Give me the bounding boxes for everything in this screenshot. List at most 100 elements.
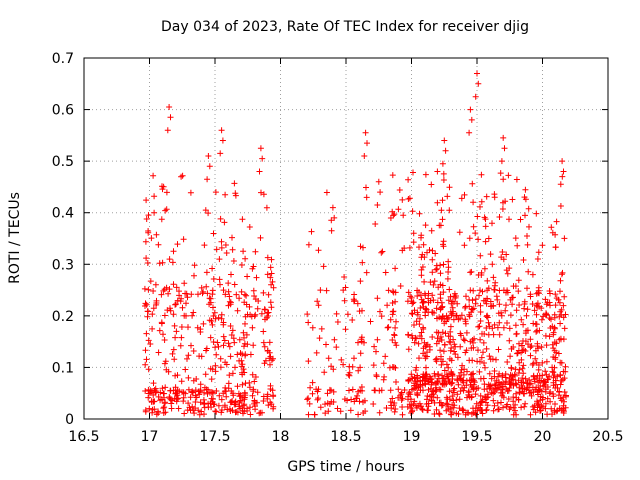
data-point bbox=[398, 391, 405, 398]
data-point bbox=[260, 289, 267, 296]
data-point bbox=[522, 400, 529, 407]
data-point bbox=[522, 338, 529, 345]
x-tick-label: 18.5 bbox=[330, 429, 361, 445]
data-point bbox=[410, 230, 417, 237]
data-point bbox=[451, 293, 458, 300]
data-point bbox=[399, 411, 406, 418]
data-point bbox=[253, 274, 260, 281]
data-point bbox=[388, 405, 395, 412]
data-point bbox=[422, 375, 429, 382]
data-point bbox=[480, 375, 487, 382]
data-point bbox=[162, 384, 169, 391]
data-point bbox=[262, 357, 269, 364]
data-point bbox=[344, 311, 351, 318]
data-point bbox=[414, 374, 421, 381]
data-point bbox=[142, 303, 148, 309]
data-point bbox=[439, 216, 446, 223]
data-point bbox=[334, 319, 341, 325]
data-point bbox=[534, 256, 541, 262]
data-point bbox=[217, 281, 223, 288]
data-point bbox=[428, 227, 435, 234]
data-point bbox=[466, 357, 473, 364]
data-point bbox=[550, 329, 557, 336]
data-point bbox=[475, 323, 482, 330]
data-point bbox=[170, 346, 177, 353]
data-point bbox=[252, 374, 259, 380]
data-point bbox=[449, 379, 456, 386]
data-point bbox=[440, 170, 447, 177]
data-point bbox=[514, 350, 521, 356]
data-point bbox=[439, 329, 446, 336]
data-point bbox=[210, 276, 217, 282]
data-point bbox=[247, 351, 254, 358]
data-point bbox=[533, 384, 540, 391]
data-point bbox=[548, 405, 555, 412]
data-point bbox=[533, 321, 540, 328]
data-point bbox=[147, 278, 154, 285]
data-point bbox=[165, 368, 172, 375]
data-point bbox=[404, 403, 411, 410]
data-point bbox=[499, 389, 506, 396]
data-point bbox=[255, 298, 262, 304]
data-point bbox=[518, 316, 525, 323]
data-point bbox=[378, 249, 385, 256]
data-point bbox=[203, 283, 210, 290]
data-point bbox=[489, 220, 495, 227]
data-point bbox=[384, 324, 391, 331]
data-point bbox=[357, 278, 364, 285]
data-point bbox=[161, 390, 168, 397]
data-point bbox=[147, 387, 154, 394]
data-point bbox=[503, 289, 509, 296]
data-point bbox=[142, 238, 149, 245]
y-tick-label: 0.2 bbox=[52, 309, 74, 325]
data-point bbox=[220, 390, 227, 397]
data-point bbox=[399, 395, 406, 402]
data-point bbox=[373, 348, 379, 355]
data-point bbox=[197, 399, 204, 406]
data-point bbox=[473, 400, 480, 407]
data-point bbox=[363, 269, 370, 276]
data-point bbox=[263, 204, 270, 211]
data-point bbox=[494, 400, 501, 406]
data-point bbox=[529, 301, 536, 307]
data-point bbox=[558, 306, 565, 313]
data-point bbox=[482, 223, 489, 230]
data-point bbox=[422, 312, 429, 319]
data-point bbox=[387, 399, 394, 405]
data-point bbox=[539, 359, 546, 366]
data-point bbox=[227, 323, 234, 329]
data-point bbox=[499, 206, 506, 212]
data-point bbox=[425, 299, 432, 306]
data-point bbox=[512, 366, 519, 373]
data-point bbox=[490, 386, 497, 393]
data-point bbox=[552, 291, 559, 298]
data-point bbox=[512, 401, 519, 408]
data-point bbox=[354, 392, 361, 399]
data-point bbox=[163, 189, 170, 196]
data-point bbox=[210, 230, 217, 237]
data-point bbox=[451, 348, 458, 355]
data-point bbox=[489, 356, 496, 363]
x-tick-label: 17 bbox=[141, 429, 159, 445]
data-point bbox=[224, 406, 231, 413]
data-point bbox=[220, 333, 227, 340]
data-point bbox=[413, 318, 420, 325]
data-point bbox=[178, 173, 185, 180]
data-point bbox=[145, 308, 152, 315]
data-point bbox=[447, 339, 454, 346]
data-point bbox=[395, 386, 402, 393]
data-point bbox=[378, 313, 385, 320]
data-point bbox=[304, 311, 311, 318]
data-point bbox=[472, 93, 479, 100]
data-point bbox=[429, 269, 436, 276]
data-point bbox=[414, 391, 421, 398]
data-point bbox=[202, 207, 209, 214]
data-point bbox=[512, 322, 519, 329]
data-point bbox=[246, 224, 253, 230]
data-point bbox=[242, 320, 248, 327]
data-point bbox=[427, 279, 434, 286]
data-point bbox=[229, 327, 236, 334]
data-point bbox=[260, 393, 267, 400]
data-point bbox=[481, 265, 488, 272]
data-point bbox=[475, 236, 482, 243]
